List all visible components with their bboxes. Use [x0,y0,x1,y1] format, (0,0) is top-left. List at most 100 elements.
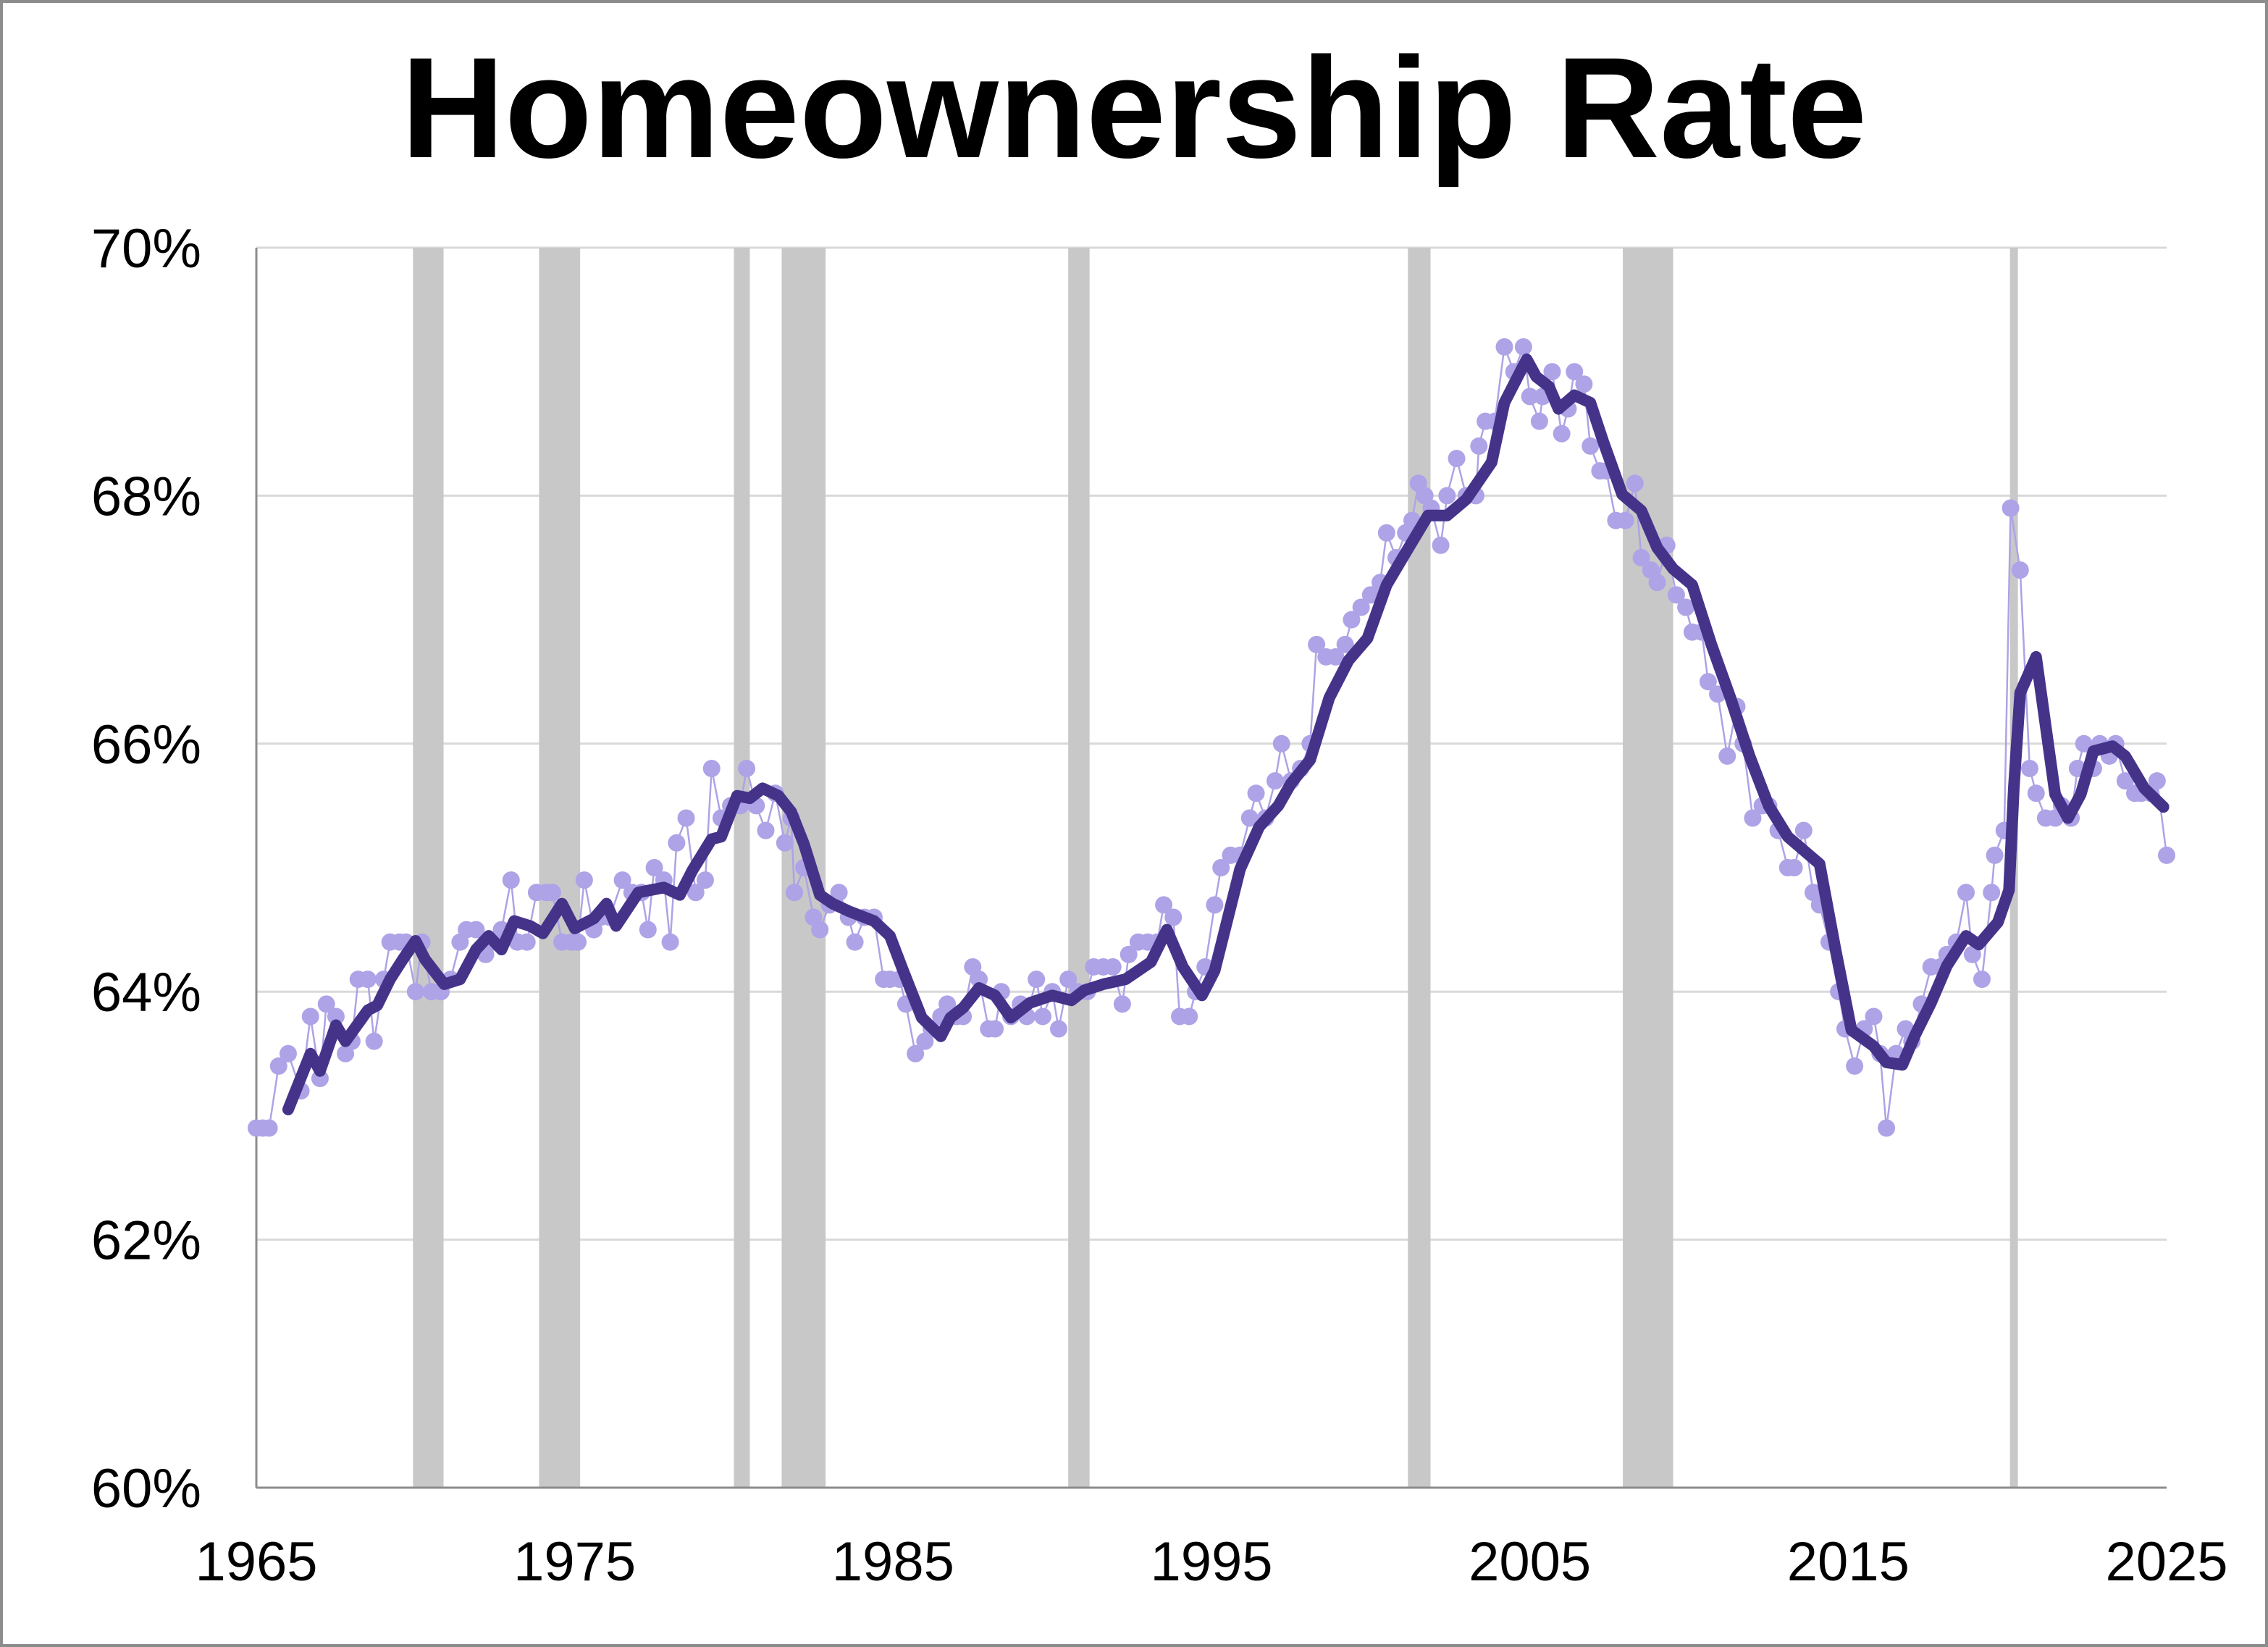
quarterly-data-point [1566,363,1584,381]
quarterly-data-point [301,1007,319,1026]
x-tick-label: 1985 [832,1531,954,1593]
quarterly-data-point [2075,734,2093,753]
quarterly-data-point [757,821,775,839]
quarterly-data-point [1794,821,1813,839]
quarterly-data-point [2158,846,2175,864]
quarterly-data-point [1785,859,1803,876]
quarterly-data-point [1543,363,1561,381]
quarterly-data-point [1343,611,1361,629]
quarterly-data-point [1632,549,1650,566]
quarterly-data-point [1033,1007,1051,1026]
quarterly-data-point [2011,561,2029,579]
quarterly-data-point [1718,747,1736,765]
quarterly-data-point [1028,971,1046,989]
quarterly-data-point [1973,971,1991,989]
quarterly-data-point [661,933,679,951]
quarterly-data-point [543,884,561,902]
quarterly-data-point [2020,760,2038,778]
x-tick-label: 2005 [1469,1531,1591,1593]
quarterly-data-point [938,995,957,1013]
quarterly-data-point [269,1057,287,1075]
quarterly-data-point [1530,412,1548,430]
quarterly-data-point [1495,338,1513,356]
x-tick-label: 1995 [1150,1531,1272,1593]
quarterly-data-point [639,921,657,939]
quarterly-data-point [327,1007,345,1026]
quarterly-data-point [645,859,663,876]
quarterly-data-point [786,884,804,902]
quarterly-data-point [1272,734,1290,753]
quarterly-data-point [1308,635,1326,653]
y-tick-label: 68% [91,466,201,527]
quarterly-data-point [1470,437,1488,455]
quarterly-data-point [2148,772,2166,790]
moving-average-line [282,353,2170,1115]
quarterly-data-point [1448,450,1466,468]
quarterly-data-point [1957,884,1975,902]
quarterly-data-point [1744,809,1762,827]
quarterly-data-point [1212,859,1230,876]
quarterly-data-point [1521,387,1539,406]
quarterly-data-point [1432,536,1450,554]
quarterly-data-point [1377,524,1395,542]
quarterly-data-point [1616,511,1634,529]
quarterly-data-point [1104,957,1122,976]
quarterly-data-point [1155,896,1173,914]
quarterly-data-point [1582,437,1600,455]
quarterly-data-point [1352,598,1370,616]
y-tick-label: 70% [91,218,201,280]
homeownership-chart: 60% 62% 64% 66% 68% 70% 1965 1975 1985 1995 2005 20… [91,218,2228,1593]
quarterly-data-point [1846,1057,1864,1075]
quarterly-data-point [1677,598,1695,616]
quarterly-data-point [1648,574,1666,592]
quarterly-data-point [1336,635,1354,653]
quarterly-data-point [1240,809,1259,827]
recession-band [734,248,750,1488]
quarterly-data-point [1266,772,1284,790]
quarterly-data-point [358,971,377,989]
quarterly-data-point [677,809,695,827]
quarterly-data-point [1626,474,1644,493]
quarterly-data-point [1164,908,1183,926]
quarterly-data-point [1865,1007,1883,1026]
quarterly-data-point [738,760,756,778]
y-tick-label: 60% [91,1458,201,1520]
recession-band [413,248,444,1488]
quarterly-data-point [613,871,631,889]
quarterly-data-point [776,834,794,852]
quarterly-data-point [1878,1119,1896,1137]
quarterly-data-point [518,933,536,951]
quarterly-data-point [1180,1007,1198,1026]
quarterly-data-point [830,884,848,902]
quarterly-data-point [569,933,587,951]
quarterly-data-point [1575,375,1593,393]
quarterly-data-point [1361,586,1379,604]
quarterly-data-point [907,1044,925,1063]
quarterly-data-point [279,1044,297,1063]
quarterly-data-point [1699,673,1717,691]
quarterly-data-point [696,871,714,889]
quarterly-data-point [317,995,335,1013]
quarterly-data-point [502,871,520,889]
quarterly-data-point [668,834,686,852]
recession-band [1623,248,1673,1488]
quarterly-data-point [2116,772,2134,790]
quarterly-data-point [406,983,424,1001]
x-tick-label: 2025 [2105,1531,2227,1593]
chart-title: Homeownership Rate [400,28,1868,188]
quarterly-data-point [1206,896,1224,914]
quarterly-data-point [1120,945,1138,963]
quarterly-data-point [986,1020,1004,1038]
quarterly-data-point [702,760,721,778]
quarterly-data-point [365,1032,383,1050]
quarterly-data-point [1963,945,1981,963]
quarterly-data-point [1059,971,1078,989]
quarterly-data-point [1553,424,1571,443]
quarterly-data-point [686,884,705,902]
quarterly-data-point [846,933,864,951]
quarterly-data-point [575,871,593,889]
quarterly-data-point [260,1119,278,1137]
y-tick-label: 64% [91,962,201,1023]
quarterly-data-point [811,921,829,939]
